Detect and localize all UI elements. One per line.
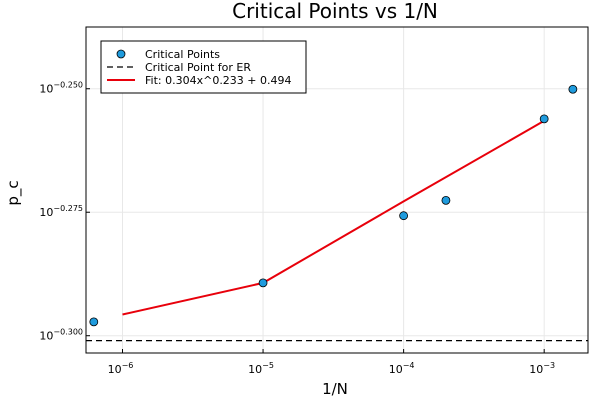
chart-title: Critical Points vs 1/N bbox=[232, 0, 438, 23]
legend-label: Critical Point for ER bbox=[145, 61, 251, 74]
x-tick-base: 10 bbox=[248, 363, 262, 376]
critical-point-marker bbox=[568, 84, 578, 94]
y-tick-base: 10 bbox=[39, 206, 53, 219]
plot-series bbox=[86, 84, 588, 342]
x-axis-label: 1/N bbox=[322, 380, 348, 398]
x-tick-base: 10 bbox=[389, 363, 403, 376]
x-tick-label: 10−3 bbox=[529, 361, 555, 376]
x-tick-base: 10 bbox=[108, 363, 122, 376]
y-axis-label: p_c bbox=[4, 180, 23, 205]
x-tick-base: 10 bbox=[529, 363, 543, 376]
x-tick-label: 10−5 bbox=[248, 361, 274, 376]
x-tick-exponent: −4 bbox=[403, 361, 415, 370]
y-tick-label: 10−0.250 bbox=[39, 81, 83, 96]
critical-point-marker bbox=[399, 211, 409, 221]
y-tick-exponent: −0.275 bbox=[53, 204, 83, 213]
x-tick-exponent: −3 bbox=[543, 361, 555, 370]
legend-marker-critical-points bbox=[116, 49, 126, 59]
x-tick-label: 10−4 bbox=[389, 361, 415, 376]
legend-label: Fit: 0.304x^0.233 + 0.494 bbox=[145, 74, 292, 87]
critical-point-marker bbox=[441, 195, 451, 205]
critical-point-marker bbox=[258, 278, 268, 288]
x-tick-label: 10−6 bbox=[108, 361, 134, 376]
legend-box bbox=[100, 40, 307, 94]
y-tick-exponent: −0.250 bbox=[53, 81, 83, 90]
y-tick-exponent: −0.300 bbox=[53, 328, 83, 337]
y-tick-base: 10 bbox=[39, 83, 53, 96]
y-tick-label: 10−0.300 bbox=[39, 328, 83, 343]
x-tick-exponent: −5 bbox=[262, 361, 274, 370]
y-tick-base: 10 bbox=[39, 330, 53, 343]
critical-point-marker bbox=[89, 317, 99, 327]
plot-frame bbox=[85, 26, 589, 354]
legend-label: Critical Points bbox=[145, 48, 220, 61]
x-tick-exponent: −6 bbox=[122, 361, 134, 370]
critical-point-marker bbox=[539, 114, 549, 124]
y-tick-label: 10−0.275 bbox=[39, 204, 83, 219]
fit-line bbox=[122, 119, 545, 316]
